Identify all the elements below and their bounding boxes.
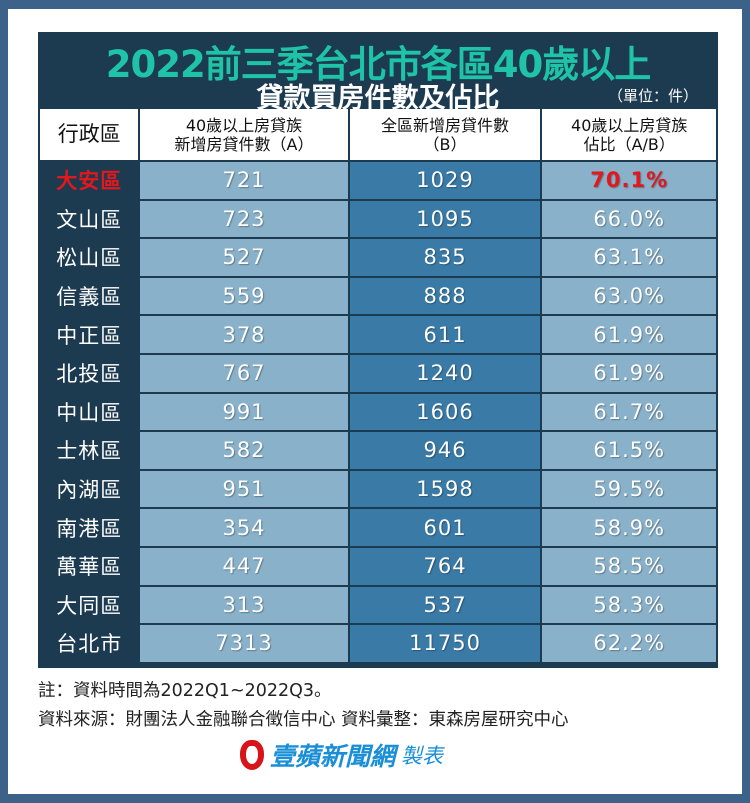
table-row: 台北市 7313 11750 62.2% (40, 625, 716, 662)
data-table: 行政區 40歲以上房貸族 新增房貸件數（A） 全區新增房貸件數 （B） 40歲以上房貸族佔… (38, 107, 718, 664)
count-b-cell: 537 (349, 586, 541, 624)
infographic-card: 2022前三季台北市各區40歲以上 貸款買房件數及佔比 （單位：件） 行政區 40… (8, 9, 742, 794)
ratio-cell: 61.9% (542, 316, 716, 353)
district-cell: 松山區 (40, 239, 139, 276)
note-text: 註：資料時間為2022Q1~2022Q3。 (38, 681, 332, 701)
count-a-cell: 582 (140, 432, 348, 469)
apple-icon (240, 740, 264, 770)
count-b-cell: 11750 (349, 625, 541, 662)
source-text: 資料來源：財團法人金融聯合徵信中心 資料彙整：東森房屋研究中心 (38, 710, 569, 730)
column-header: 行政區 (40, 109, 139, 160)
brand-name: 壹蘋新聞網 (270, 742, 396, 771)
ratio-cell: 58.5% (542, 547, 716, 585)
count-a-cell: 447 (140, 547, 348, 585)
count-b-cell: 888 (349, 277, 541, 315)
count-b-cell: 1606 (349, 393, 541, 431)
ratio-cell: 58.3% (542, 586, 716, 624)
table-row: 內湖區 951 1598 59.5% (40, 470, 716, 508)
ratio-cell: 59.5% (542, 470, 716, 508)
ratio-cell: 62.2% (542, 625, 716, 662)
ratio-cell: 63.0% (542, 277, 716, 315)
table-row: 大安區 721 1029 70.1% (40, 162, 716, 199)
district-cell: 中正區 (40, 316, 139, 353)
table-row: 中山區 991 1606 61.7% (40, 393, 716, 431)
count-b-cell: 764 (349, 547, 541, 585)
district-cell: 內湖區 (40, 470, 139, 508)
ratio-cell: 61.9% (542, 354, 716, 392)
district-cell: 中山區 (40, 393, 139, 431)
ratio-cell: 66.0% (542, 200, 716, 238)
district-cell: 士林區 (40, 432, 139, 469)
logo: 壹蘋新聞網 製表 (240, 737, 443, 773)
column-header: 40歲以上房貸族 佔比（A/B） (542, 109, 716, 160)
column-header: 全區新增房貸件數 （B） (349, 109, 541, 160)
count-a-cell: 313 (140, 586, 348, 624)
table-row: 萬華區 447 764 58.5% (40, 547, 716, 585)
district-cell: 南港區 (40, 509, 139, 546)
ratio-cell: 58.9% (542, 509, 716, 546)
subtitle: 貸款買房件數及佔比 (256, 83, 500, 114)
count-b-cell: 1598 (349, 470, 541, 508)
district-cell: 北投區 (40, 354, 139, 392)
count-b-cell: 1240 (349, 354, 541, 392)
table-row: 士林區 582 946 61.5% (40, 432, 716, 469)
district-cell: 文山區 (40, 200, 139, 238)
table-row: 信義區 559 888 63.0% (40, 277, 716, 315)
ratio-cell: 63.1% (542, 239, 716, 276)
count-a-cell: 7313 (140, 625, 348, 662)
made-by-label: 製表 (401, 744, 444, 768)
count-b-cell: 835 (349, 239, 541, 276)
ratio-cell: 70.1% (542, 162, 716, 199)
table-row: 中正區 378 611 61.9% (40, 316, 716, 353)
count-b-cell: 1095 (349, 200, 541, 238)
district-cell: 大安區 (40, 162, 139, 199)
table-row: 大同區 313 537 58.3% (40, 586, 716, 624)
count-a-cell: 723 (140, 200, 348, 238)
table-row: 北投區 767 1240 61.9% (40, 354, 716, 392)
district-cell: 萬華區 (40, 547, 139, 585)
district-cell: 大同區 (40, 586, 139, 624)
count-a-cell: 559 (140, 277, 348, 315)
ratio-cell: 61.7% (542, 393, 716, 431)
count-a-cell: 354 (140, 509, 348, 546)
count-a-cell: 767 (140, 354, 348, 392)
ratio-cell: 61.5% (542, 432, 716, 469)
title: 2022前三季台北市各區40歲以上 (105, 43, 651, 86)
count-a-cell: 991 (140, 393, 348, 431)
count-a-cell: 721 (140, 162, 348, 199)
count-b-cell: 1029 (349, 162, 541, 199)
count-a-cell: 527 (140, 239, 348, 276)
table-panel: 2022前三季台北市各區40歲以上 貸款買房件數及佔比 （單位：件） 行政區 40… (38, 32, 718, 668)
notes: 註：資料時間為2022Q1~2022Q3。 資料來源：財團法人金融聯合徵信中心 … (38, 677, 569, 735)
count-a-cell: 378 (140, 316, 348, 353)
count-b-cell: 611 (349, 316, 541, 353)
district-cell: 台北市 (40, 625, 139, 662)
column-header: 40歲以上房貸族 新增房貸件數（A） (140, 109, 348, 160)
table-row: 文山區 723 1095 66.0% (40, 200, 716, 238)
count-a-cell: 951 (140, 470, 348, 508)
table-row: 南港區 354 601 58.9% (40, 509, 716, 546)
district-cell: 信義區 (40, 277, 139, 315)
count-b-cell: 601 (349, 509, 541, 546)
table-row: 松山區 527 835 63.1% (40, 239, 716, 276)
unit-label: （單位：件） (607, 87, 698, 105)
count-b-cell: 946 (349, 432, 541, 469)
